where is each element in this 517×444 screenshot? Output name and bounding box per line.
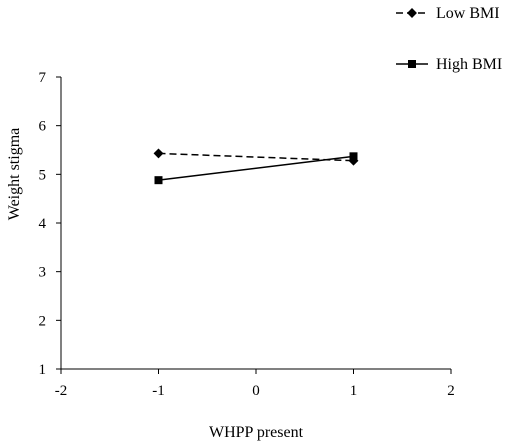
series-high-bmi-point <box>154 176 163 185</box>
y-tick-label: 4 <box>39 216 47 232</box>
y-axis-ticks: 1 2 3 4 5 6 7 <box>39 70 61 378</box>
y-tick-label: 7 <box>39 70 47 86</box>
y-tick-label: 1 <box>39 362 47 378</box>
x-tick-label: -2 <box>55 383 68 399</box>
y-axis-title: Weight stigma <box>6 128 23 220</box>
x-tick-label: 0 <box>252 383 260 399</box>
legend-high-bmi-label: High BMI <box>436 56 502 73</box>
series-high-bmi <box>154 152 358 185</box>
legend-high-bmi-marker <box>408 60 416 68</box>
y-tick-label: 2 <box>39 313 47 329</box>
legend-item-high-bmi: High BMI <box>396 56 502 73</box>
x-tick-label: 2 <box>447 383 455 399</box>
series-high-bmi-line <box>158 155 354 181</box>
series-high-bmi-point <box>349 152 358 161</box>
y-tick-label: 5 <box>39 167 47 183</box>
y-tick-label: 3 <box>39 265 47 281</box>
legend: Low BMI High BMI <box>396 5 502 73</box>
legend-low-bmi-label: Low BMI <box>436 5 500 22</box>
series-low-bmi <box>153 148 359 166</box>
x-axis-title: WHPP present <box>209 424 304 441</box>
legend-low-bmi-marker <box>407 8 417 18</box>
y-tick-label: 6 <box>39 119 47 135</box>
plot-area <box>60 77 451 370</box>
series-low-bmi-point <box>153 148 164 159</box>
x-tick-label: -1 <box>152 383 165 399</box>
series-layer <box>153 148 359 185</box>
legend-item-low-bmi: Low BMI <box>396 5 500 22</box>
x-tick-label: 1 <box>350 383 358 399</box>
x-axis-ticks: -2 -1 0 1 2 <box>55 369 455 399</box>
